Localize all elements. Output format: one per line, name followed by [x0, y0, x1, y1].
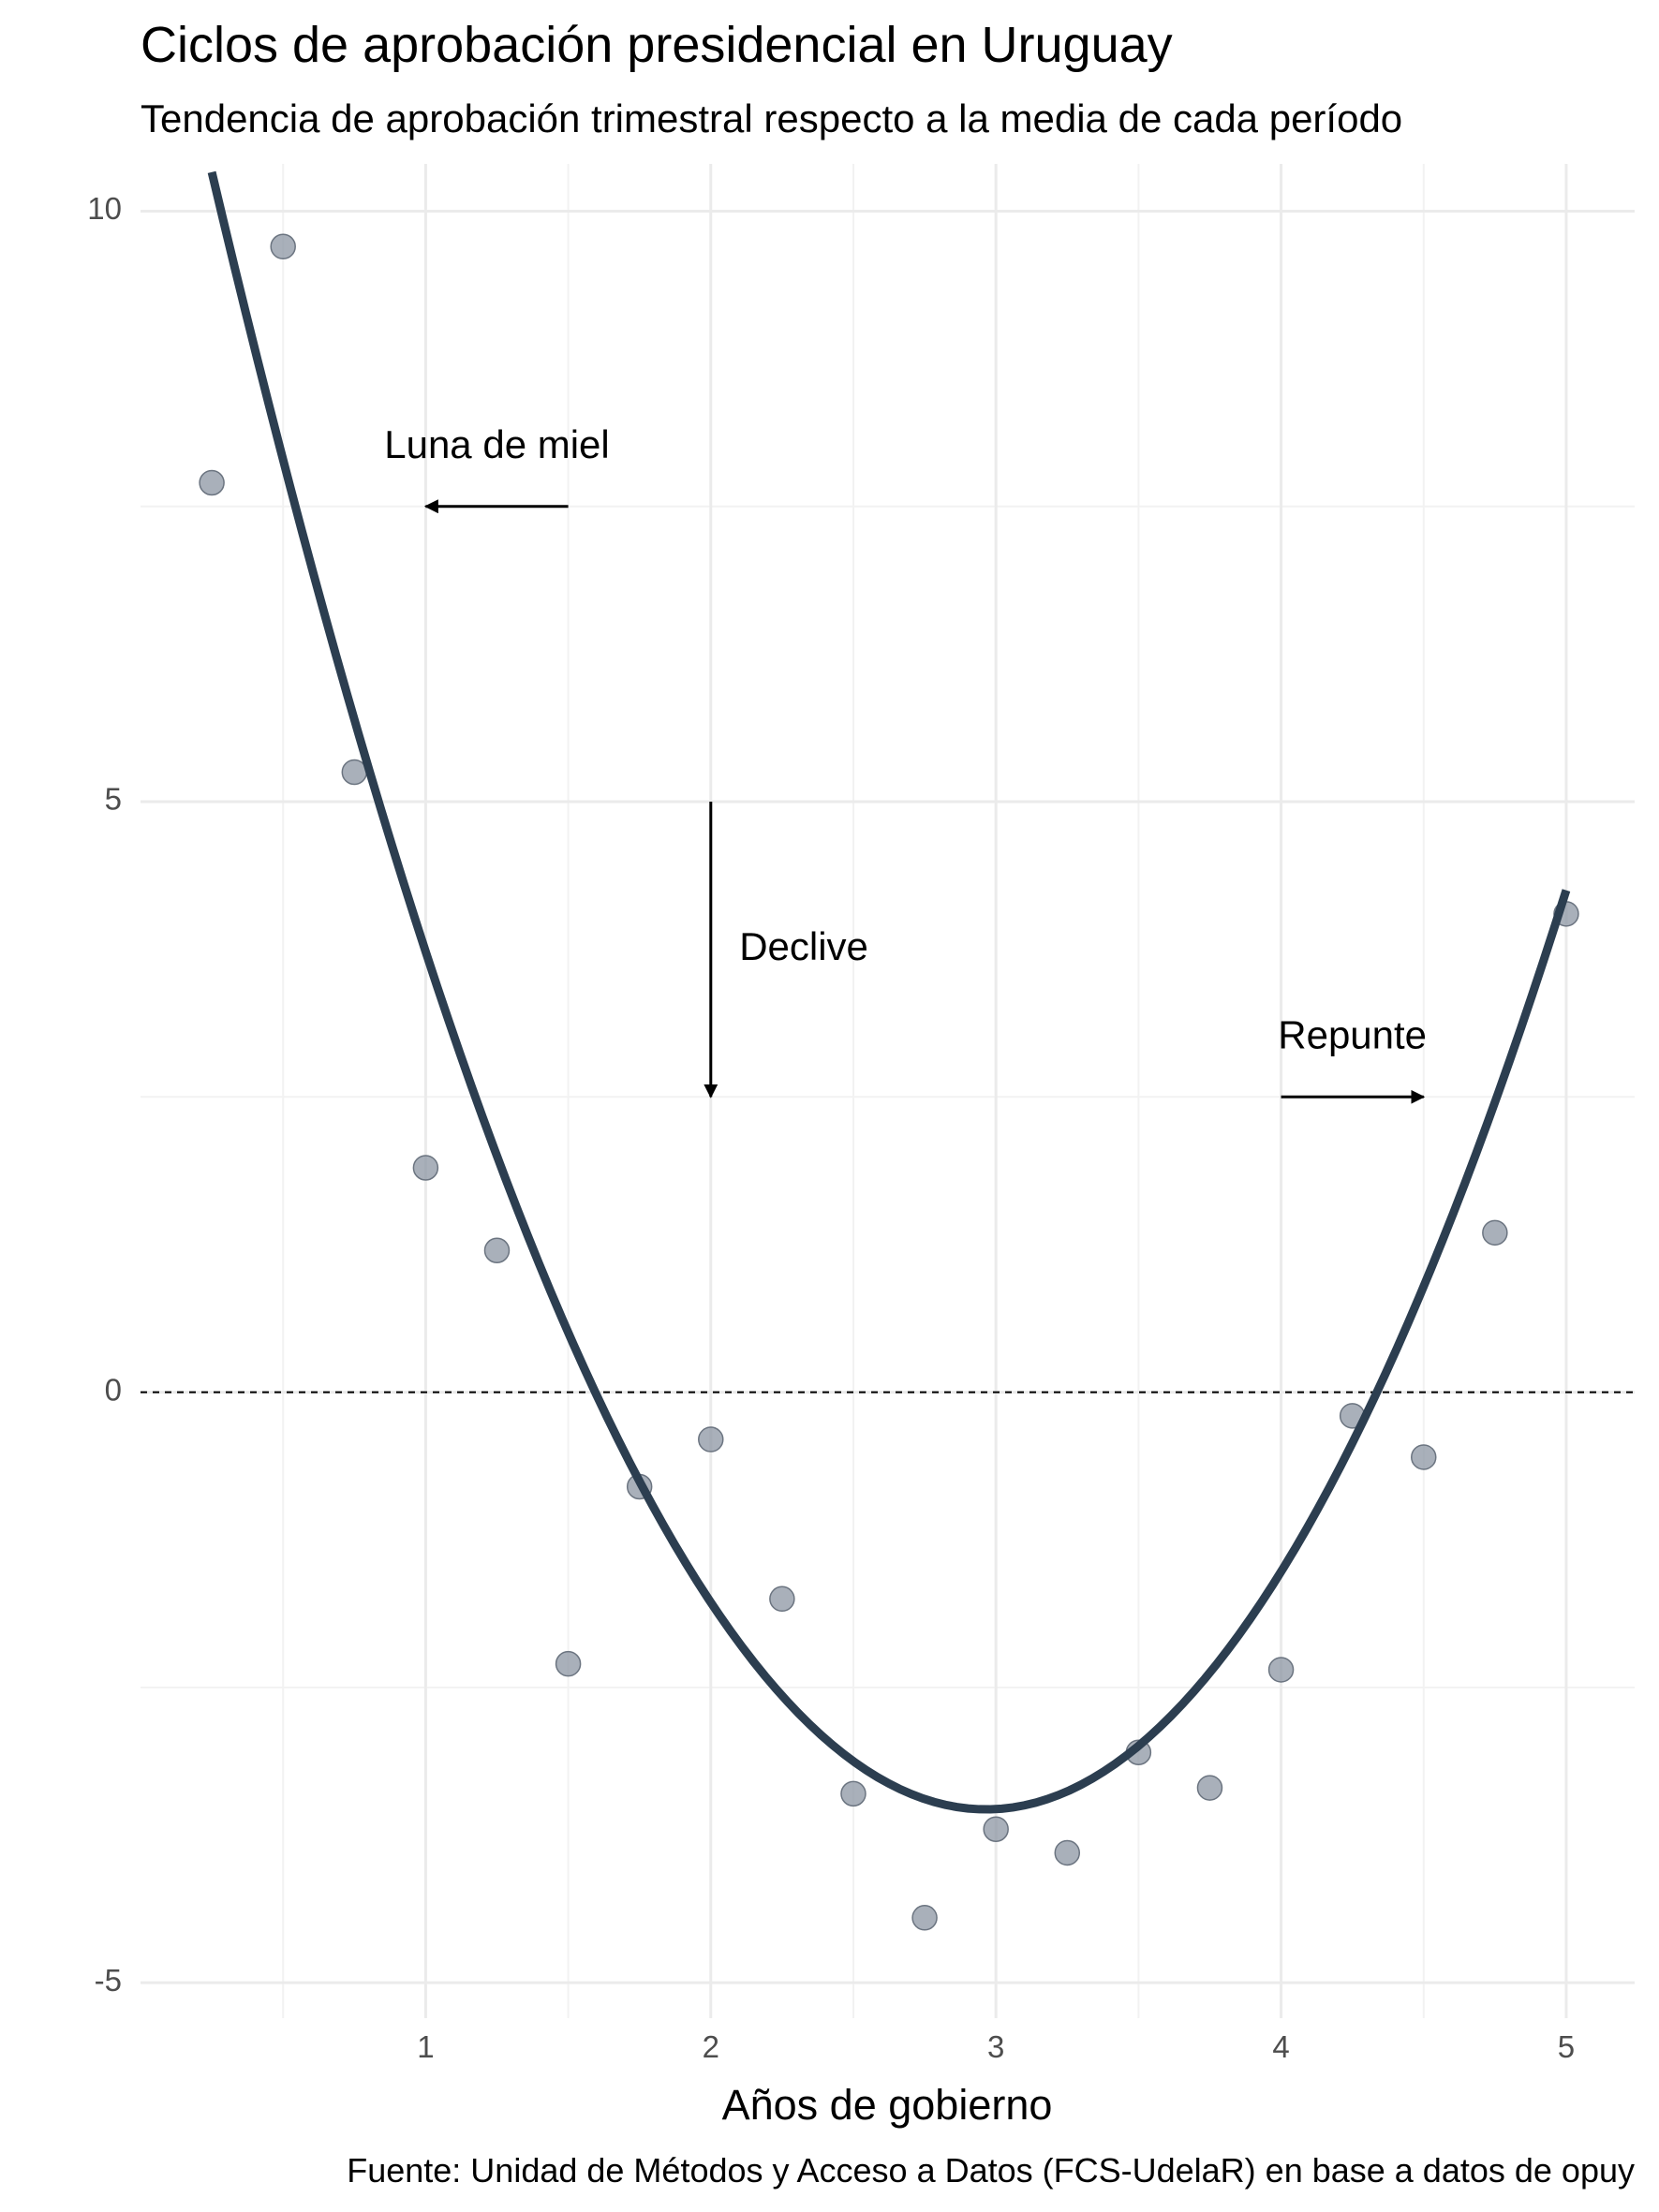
data-point	[1411, 1444, 1437, 1470]
gridlines	[141, 164, 1635, 2018]
data-point	[555, 1650, 582, 1677]
x-tick-label: 2	[703, 2029, 719, 2064]
data-point	[840, 1780, 867, 1807]
x-tick-label: 5	[1558, 2029, 1575, 2064]
y-tick-label: 5	[105, 782, 122, 817]
data-point	[1054, 1839, 1081, 1866]
trend-line	[207, 170, 1571, 1814]
trend-curve	[207, 170, 1571, 1814]
x-tick-label: 1	[417, 2029, 434, 2064]
x-tick-label: 3	[987, 2029, 1004, 2064]
y-tick-label: 10	[87, 191, 122, 226]
data-point	[270, 233, 296, 260]
data-point	[698, 1426, 724, 1453]
y-axis-ticks: -5 0 5 10	[87, 191, 122, 1998]
y-tick-label: -5	[95, 1963, 122, 1998]
data-point	[983, 1816, 1009, 1842]
data-point	[412, 1155, 439, 1181]
chart-subtitle: Tendencia de aprobación trimestral respe…	[141, 96, 1402, 140]
data-point	[769, 1585, 795, 1613]
data-point	[1482, 1219, 1508, 1246]
annotation-label: Declive	[739, 924, 868, 968]
data-point	[199, 469, 225, 496]
chart-caption: Fuente: Unidad de Métodos y Acceso a Dat…	[347, 2151, 1635, 2190]
chart-title: Ciclos de aprobación presidencial en Uru…	[141, 17, 1173, 73]
data-point	[1267, 1657, 1295, 1683]
data-points	[199, 233, 1579, 1931]
data-point	[1196, 1775, 1223, 1801]
x-tick-label: 4	[1272, 2029, 1289, 2064]
annotation-label: Luna de miel	[384, 422, 610, 466]
data-point	[911, 1905, 938, 1931]
data-point	[483, 1237, 511, 1264]
x-axis-title: Años de gobierno	[722, 2081, 1053, 2129]
annotation-label: Repunte	[1278, 1012, 1427, 1056]
y-tick-label: 0	[105, 1372, 122, 1407]
x-axis-ticks: 1 2 3 4 5	[417, 2029, 1575, 2064]
annotations: Luna de miel Declive Repunte	[384, 422, 1427, 1104]
